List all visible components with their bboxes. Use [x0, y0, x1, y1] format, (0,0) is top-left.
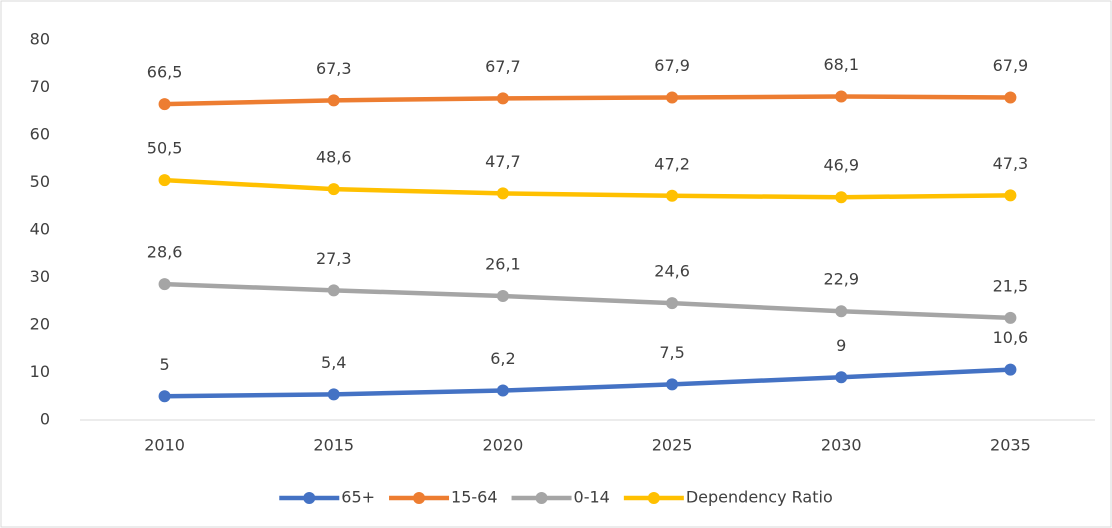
data-point: [496, 187, 509, 200]
data-point: [327, 94, 340, 107]
y-tick-label: 20: [30, 315, 50, 334]
x-tick-label: 2025: [652, 436, 693, 455]
legend-marker: [303, 492, 316, 504]
data-label: 9: [836, 336, 846, 355]
data-label: 24,6: [654, 262, 690, 281]
data-point: [666, 189, 679, 202]
y-tick-label: 50: [30, 172, 50, 191]
data-label: 22,9: [823, 270, 859, 289]
y-tick-label: 80: [30, 30, 50, 49]
y-tick-label: 60: [30, 125, 50, 144]
data-label: 28,6: [147, 243, 183, 262]
data-point: [158, 174, 171, 187]
y-tick-label: 0: [40, 410, 50, 429]
y-tick-label: 10: [30, 362, 50, 381]
data-point: [327, 183, 340, 196]
data-label: 66,5: [147, 63, 183, 82]
legend-label: 0-14: [574, 488, 610, 507]
legend-marker: [413, 492, 426, 504]
data-point: [327, 388, 340, 401]
data-point: [666, 91, 679, 104]
data-label: 67,9: [993, 56, 1029, 75]
legend-label: Dependency Ratio: [686, 488, 833, 507]
data-point: [327, 284, 340, 297]
data-point: [835, 90, 848, 103]
data-label: 47,3: [993, 154, 1029, 173]
legend-marker: [647, 492, 660, 504]
data-label: 7,5: [659, 343, 684, 362]
data-point: [1004, 311, 1017, 324]
x-tick-label: 2030: [821, 436, 862, 455]
x-tick-label: 2020: [483, 436, 524, 455]
data-label: 50,5: [147, 139, 183, 158]
data-label: 46,9: [823, 156, 859, 175]
y-tick-label: 40: [30, 220, 50, 239]
legend-marker: [535, 492, 548, 504]
data-label: 27,3: [316, 249, 352, 268]
data-label: 6,2: [490, 349, 515, 368]
data-label: 26,1: [485, 255, 521, 274]
data-point: [496, 92, 509, 105]
data-point: [666, 297, 679, 310]
data-label: 68,1: [823, 55, 859, 74]
data-label: 67,9: [654, 56, 690, 75]
data-point: [496, 384, 509, 397]
data-label: 5,4: [321, 353, 346, 372]
series-line: [162, 281, 1013, 321]
data-label: 10,6: [993, 328, 1029, 347]
data-point: [835, 371, 848, 384]
data-point: [158, 278, 171, 291]
x-tick-label: 2015: [313, 436, 354, 455]
data-label: 67,3: [316, 59, 352, 78]
legend-label: 65+: [341, 488, 375, 507]
data-label: 47,2: [654, 154, 690, 173]
data-point: [666, 378, 679, 391]
data-label: 67,7: [485, 57, 521, 76]
legend-label: 15-64: [451, 488, 498, 507]
series-line: [162, 94, 1013, 107]
x-tick-label: 2035: [990, 436, 1031, 455]
series-line: [162, 177, 1013, 200]
data-label: 47,7: [485, 152, 521, 171]
x-tick-label: 2010: [144, 436, 185, 455]
data-point: [158, 98, 171, 111]
y-tick-label: 30: [30, 267, 50, 286]
series-line: [162, 367, 1013, 399]
y-tick-label: 70: [30, 77, 50, 96]
data-label: 48,6: [316, 148, 352, 167]
data-point: [1004, 363, 1017, 376]
data-point: [1004, 91, 1017, 104]
legend: 65+ 15-64 0-14 Dependency Ratio: [279, 488, 833, 507]
data-label: 21,5: [993, 276, 1029, 295]
data-point: [158, 390, 171, 403]
data-point: [496, 290, 509, 303]
data-point: [835, 305, 848, 318]
data-label: 5: [159, 355, 169, 374]
data-point: [835, 191, 848, 204]
data-point: [1004, 189, 1017, 202]
